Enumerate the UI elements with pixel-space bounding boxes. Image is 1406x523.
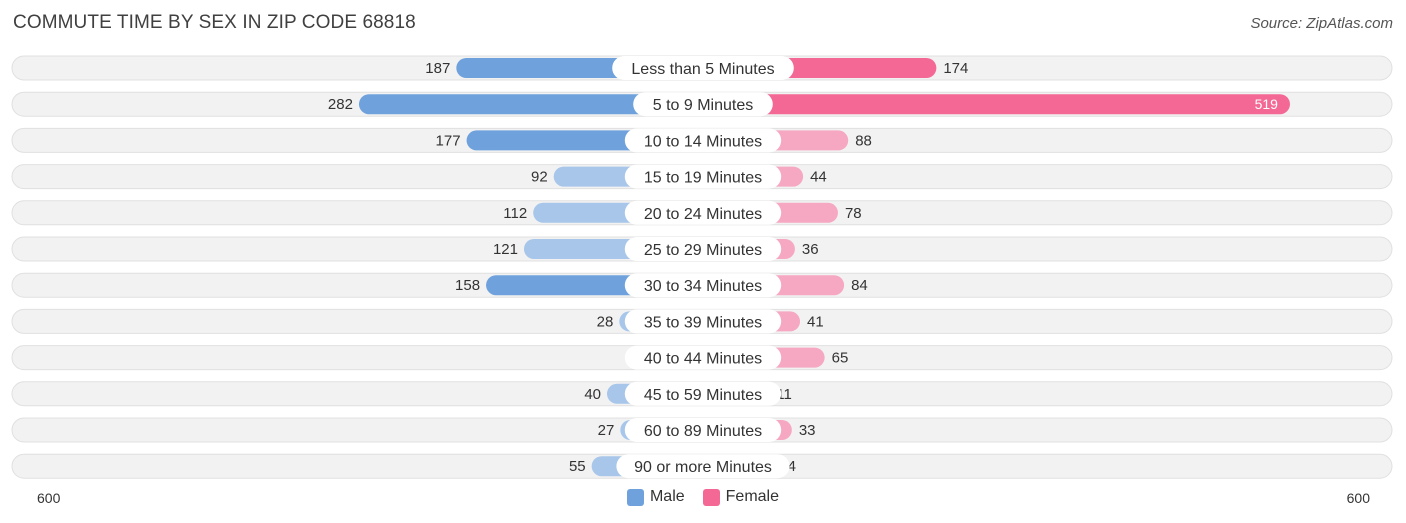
value-label-male: 92: [531, 169, 548, 186]
category-label: 20 to 24 Minutes: [644, 206, 762, 223]
legend-label-female: Female: [725, 488, 780, 505]
value-label-female: 78: [845, 205, 862, 222]
axis-left-label: 600: [37, 490, 61, 506]
bar-male: [358, 94, 703, 115]
legend-label-male: Male: [649, 488, 685, 505]
category-pill: [624, 345, 782, 370]
value-label-male: 121: [493, 241, 518, 258]
axis-right-label: 600: [1346, 490, 1370, 506]
value-label-male: 158: [455, 277, 480, 294]
category-label: 5 to 9 Minutes: [653, 97, 754, 114]
value-label-male: 187: [425, 60, 450, 77]
legend: Male Female: [0, 488, 1406, 506]
value-label-female: 44: [810, 169, 827, 186]
value-label-male: 55: [569, 458, 586, 475]
category-label: 15 to 19 Minutes: [644, 170, 762, 187]
value-label-male: 28: [597, 313, 614, 330]
category-pill: [624, 418, 782, 442]
value-label-female: 36: [802, 241, 819, 258]
value-label-male: 40: [584, 386, 601, 403]
category-pill: [624, 381, 782, 406]
category-label: 90 or more Minutes: [634, 459, 772, 476]
legend-item-male[interactable]: Male: [626, 488, 685, 506]
value-label-female: 41: [807, 313, 824, 330]
category-pill: [624, 128, 782, 153]
value-label-female: 33: [799, 422, 816, 439]
category-pill: [624, 273, 782, 298]
value-label-female: 65: [832, 350, 849, 367]
category-pill: [624, 200, 782, 225]
category-pill: [633, 92, 773, 117]
value-label-female: 84: [851, 277, 868, 294]
category-label: 30 to 34 Minutes: [644, 278, 762, 295]
value-label-female: 174: [943, 60, 968, 77]
legend-swatch-male: [626, 488, 644, 506]
bar-female: [703, 94, 1290, 115]
source-note: Source: ZipAtlas.com: [1250, 15, 1393, 32]
category-pill: [612, 56, 794, 80]
value-label-male: 282: [328, 96, 353, 113]
chart-title: COMMUTE TIME BY SEX IN ZIP CODE 68818: [13, 12, 416, 33]
category-label: 10 to 14 Minutes: [644, 133, 762, 150]
category-pill: [616, 454, 790, 479]
value-label-female: 519: [1255, 96, 1279, 112]
value-label-male: 27: [598, 422, 615, 439]
legend-swatch-female: [702, 488, 720, 506]
category-label: 25 to 29 Minutes: [644, 242, 762, 259]
category-label: 35 to 39 Minutes: [644, 314, 762, 331]
category-pill: [624, 237, 782, 261]
value-label-female: 88: [855, 132, 872, 149]
value-label-male: 112: [503, 205, 527, 222]
category-pill: [624, 309, 782, 334]
category-label: 45 to 59 Minutes: [644, 387, 762, 404]
value-label-male: 177: [436, 132, 461, 149]
category-label: Less than 5 Minutes: [631, 61, 774, 78]
category-pill: [624, 164, 782, 189]
category-label: 40 to 44 Minutes: [644, 351, 762, 368]
category-label: 60 to 89 Minutes: [644, 423, 762, 440]
legend-item-female[interactable]: Female: [702, 488, 780, 506]
